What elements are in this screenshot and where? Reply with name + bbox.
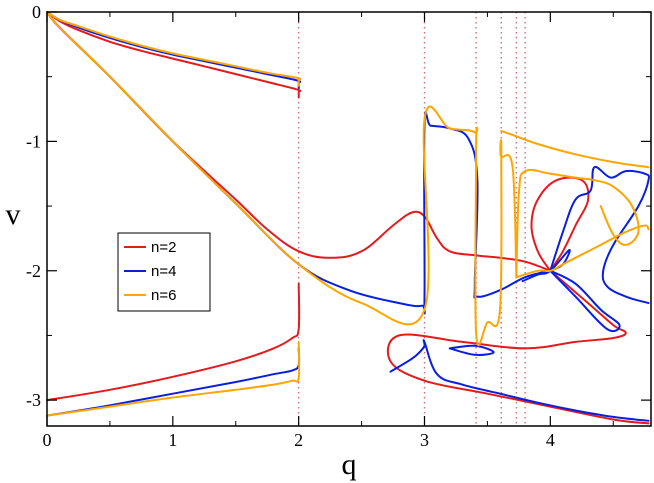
x-axis-label: q xyxy=(342,448,357,481)
reference-vlines xyxy=(297,12,526,426)
series-n2-curve-0 xyxy=(46,11,302,99)
legend-label-n6: n=6 xyxy=(151,287,176,304)
y-tick-label: -2 xyxy=(26,261,41,281)
series-n6-curve-2 xyxy=(46,340,301,417)
series-n2-curve-4 xyxy=(530,176,590,272)
x-tick-label: 3 xyxy=(420,430,429,450)
series-n4-curve-4 xyxy=(448,344,495,356)
series-n6-curve-0 xyxy=(46,11,302,87)
series-n6-curve-1 xyxy=(46,11,518,347)
x-tick-label: 2 xyxy=(294,430,303,450)
x-tick-label: 1 xyxy=(168,430,177,450)
axis-ticks: 0 1 2 3 4 0 -1 -2 -3 xyxy=(26,2,651,450)
series-layer xyxy=(46,11,650,425)
series-n6-curve-4 xyxy=(515,168,640,279)
series-n4-curve-5 xyxy=(549,165,650,305)
series-n4-curve-6 xyxy=(549,269,621,333)
series-n2 xyxy=(46,11,650,425)
y-tick-label: -3 xyxy=(26,390,41,410)
y-tick-label: 0 xyxy=(32,2,41,22)
legend-label-n2: n=2 xyxy=(151,239,176,256)
y-tick-label: -1 xyxy=(26,131,41,151)
series-n4-curve-3 xyxy=(389,339,650,422)
legend: n=2 n=4 n=6 xyxy=(117,232,211,312)
series-n2-curve-2 xyxy=(46,282,301,402)
legend-label-n4: n=4 xyxy=(151,263,176,280)
x-tick-label: 4 xyxy=(546,430,555,450)
y-axis-label: v xyxy=(6,198,21,231)
plot-frame xyxy=(46,11,652,427)
series-n2-curve-3 xyxy=(386,269,650,425)
x-tick-label: 0 xyxy=(43,430,52,450)
series-n6 xyxy=(46,11,650,417)
series-n6-curve-3 xyxy=(500,130,650,169)
series-n4 xyxy=(46,11,650,422)
series-n4-curve-0 xyxy=(46,11,302,90)
series-n6-curve-5 xyxy=(515,224,650,279)
series-n4-curve-2 xyxy=(46,347,301,417)
